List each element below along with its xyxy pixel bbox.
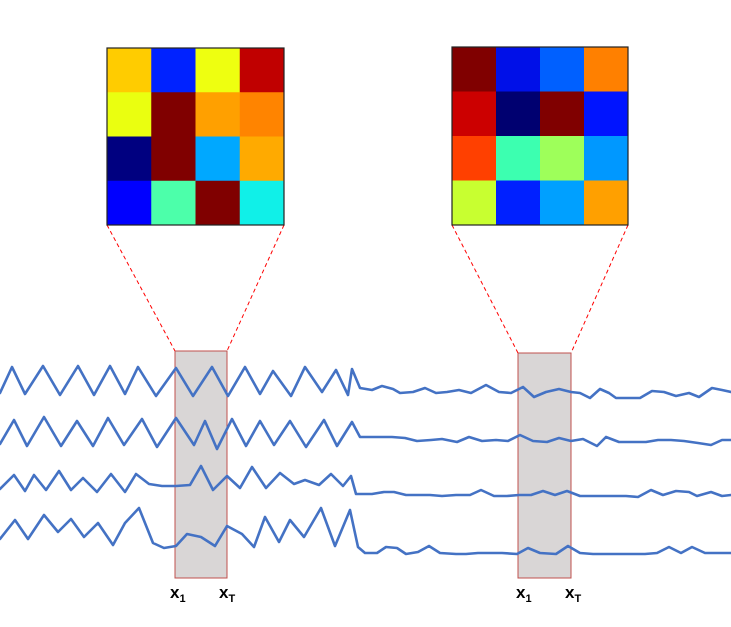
heatmap-left-cell-r2-c1	[107, 92, 152, 137]
heatmap-left-cell-r3-c4	[239, 136, 285, 182]
heatmap-right-cell-r4-c3	[540, 180, 585, 226]
guide-line-right-b	[570, 224, 629, 354]
heatmap-left-cell-r3-c3	[195, 136, 241, 182]
heatmap-right-cell-r1-c1	[452, 47, 497, 92]
heatmap-left-cell-r4-c1	[107, 180, 152, 226]
heatmap-right-cell-r1-c2	[496, 47, 541, 92]
heatmap-right-cell-r4-c1	[452, 180, 497, 226]
heatmap-right	[452, 47, 629, 226]
heatmap-left-cell-r4-c4	[239, 180, 285, 226]
heatmap-right-cell-r2-c4	[584, 91, 629, 137]
heatmap-left-cell-r1-c3	[195, 48, 241, 93]
heatmap-left-cell-r1-c1	[107, 48, 152, 93]
window-right-end-label: xT	[565, 583, 581, 605]
signal-trace-2	[0, 415, 731, 451]
heatmap-left-cell-r4-c3	[195, 180, 241, 226]
signal-traces	[0, 364, 731, 556]
signal-trace-3	[0, 464, 731, 499]
window-right-start-label: x1	[516, 583, 532, 605]
guide-lines	[106, 224, 629, 354]
heatmap-left-cell-r2-c4	[239, 92, 285, 137]
signal-trace-4	[0, 506, 731, 556]
heatmap-right-cell-r2-c2	[496, 91, 541, 137]
signal-trace-1	[0, 364, 731, 400]
heatmap-left-border	[106, 47, 285, 226]
heatmap-left-cell-r2-c2	[151, 92, 196, 137]
window-left-start-label: x1	[170, 583, 186, 605]
heatmap-left-cell-r3-c1	[107, 136, 152, 182]
heatmap-left	[107, 48, 285, 226]
heatmap-right-cell-r4-c2	[496, 180, 541, 226]
heatmap-right-cell-r4-c4	[584, 180, 629, 226]
heatmap-left-cell-r2-c3	[195, 92, 241, 137]
heatmap-right-cell-r1-c4	[584, 47, 629, 92]
heatmap-right-cell-r3-c4	[584, 136, 629, 181]
guide-line-left-b	[226, 224, 285, 352]
heatmap-left-cell-r1-c4	[239, 48, 285, 93]
heatmap-left-cell-r4-c2	[151, 180, 196, 226]
heatmap-right-border	[451, 46, 629, 226]
guide-line-left-a	[106, 224, 176, 352]
heatmap-right-cell-r3-c3	[540, 136, 585, 181]
heatmap-right-cell-r3-c2	[496, 136, 541, 181]
heatmap-left-cell-r3-c2	[151, 136, 196, 182]
heatmap-left-cell-r1-c2	[151, 48, 196, 93]
heatmap-right-cell-r2-c1	[452, 91, 497, 137]
window-right	[517, 352, 572, 579]
heatmap-right-cell-r2-c3	[540, 91, 585, 137]
window-left-end-label: xT	[219, 583, 235, 605]
guide-line-right-a	[451, 224, 519, 354]
heatmap-right-cell-r1-c3	[540, 47, 585, 92]
heatmap-right-cell-r3-c1	[452, 136, 497, 181]
